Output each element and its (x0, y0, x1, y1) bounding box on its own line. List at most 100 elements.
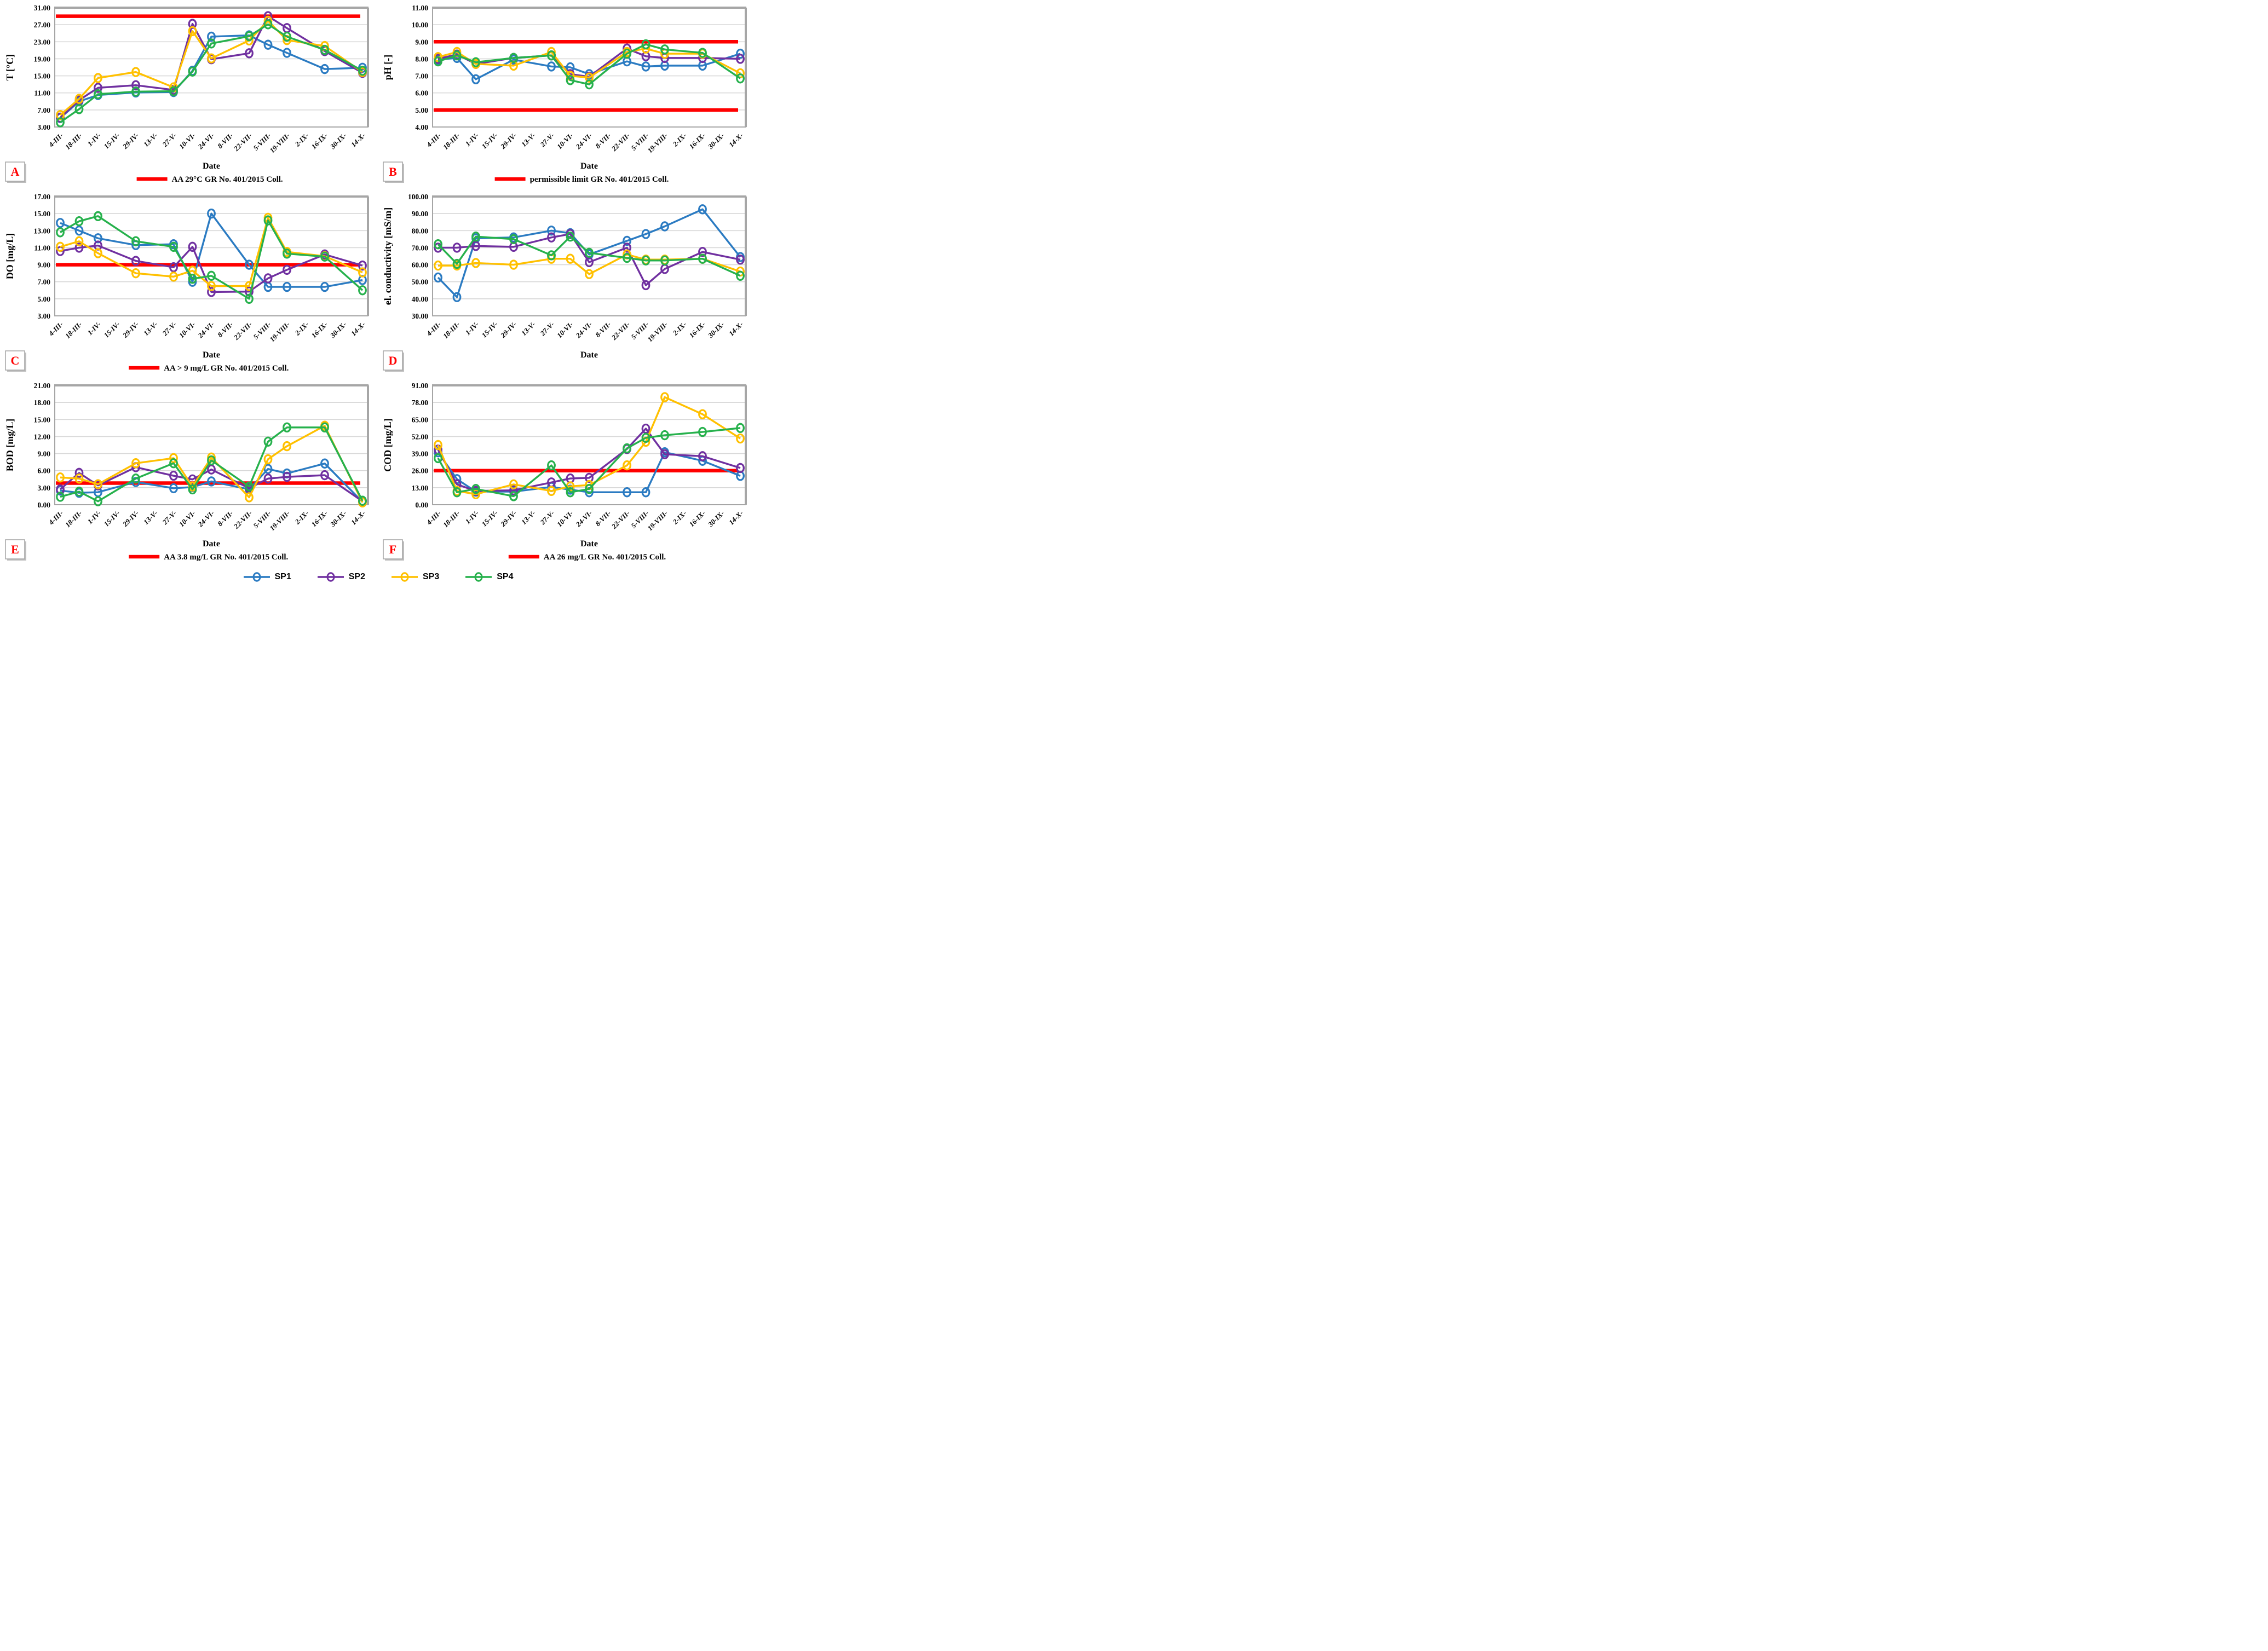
series-SP4-marker (169, 86, 178, 96)
y-tick-label: 9.00 (37, 261, 50, 269)
series-SP2-marker (283, 471, 291, 482)
series-SP3-marker (56, 472, 65, 483)
series-SP3-marker (169, 272, 178, 282)
x-tick-label: 16-IX- (309, 320, 329, 340)
legend-item-SP1: SP1 (243, 571, 291, 583)
series-SP3-marker (74, 474, 84, 484)
series-SP1-marker (207, 208, 216, 219)
x-tick-label: 15-IV- (480, 320, 499, 339)
series-SP1-marker (74, 226, 84, 236)
series-SP2-marker (56, 484, 65, 495)
series-SP4-marker (660, 44, 669, 55)
series-SP4-marker (623, 48, 631, 59)
y-tick-label: 5.00 (415, 106, 428, 114)
series-SP2-marker (74, 243, 84, 253)
series-SP4-marker (94, 89, 102, 100)
x-tick-label: 1-IV- (464, 131, 481, 148)
series-SP4-marker (188, 274, 197, 284)
series-SP4-marker (471, 57, 480, 67)
y-tick-label: 19.00 (34, 55, 51, 63)
legend-swatch-SP2 (317, 572, 344, 582)
legend-item-SP3: SP3 (390, 571, 439, 583)
y-tick-label: 12.00 (34, 432, 51, 441)
series-SP1-marker (452, 292, 462, 302)
panel-letter: D (389, 354, 398, 367)
y-tick-label: 91.00 (412, 382, 429, 390)
x-tick-label: 16-IX- (687, 320, 707, 340)
series-SP4-marker (641, 255, 651, 265)
y-tick-label: 21.00 (34, 382, 51, 390)
x-tick-label: 29-IV- (498, 320, 518, 340)
panel-letter-box (383, 350, 403, 371)
x-tick-label: 14-X- (349, 131, 367, 149)
series-SP3-marker (188, 26, 197, 37)
chart-A: 31.00 27.00 23.00 19.00 15.00 11.00 7.00 3.00 4-… (0, 0, 378, 189)
x-tick-label: 22-VII- (232, 509, 254, 531)
chart-F: 91.00 78.00 65.00 52.00 39.00 26.00 13.00 0.00 4… (378, 378, 756, 567)
x-tick-label: 24-VI- (574, 131, 594, 151)
x-tick-label: 30-IX- (706, 131, 726, 151)
y-tick-label: 52.00 (412, 432, 429, 441)
series-SP3-marker (207, 281, 216, 291)
y-tick-label: 11.00 (34, 89, 50, 97)
panel-letter: C (11, 354, 20, 367)
x-tick-label: 15-IV- (102, 509, 121, 528)
panel-letter-box (383, 161, 403, 182)
y-tick-label: 100.00 (408, 193, 428, 201)
series-SP1-marker (283, 281, 291, 292)
x-tick-label: 19-VIII- (268, 131, 291, 155)
panel-letter: A (11, 165, 20, 178)
panel-letter-box (5, 161, 25, 182)
series-SP2-marker (358, 260, 367, 271)
x-tick-label: 2-IX- (671, 320, 688, 338)
y-tick-label: 40.00 (412, 295, 429, 303)
y-tick-label: 11.00 (34, 244, 50, 252)
series-SP2-marker (660, 449, 669, 459)
y-tick-label: 78.00 (412, 399, 429, 407)
x-tick-label: 24-VI- (574, 509, 594, 529)
series-SP4-marker (263, 19, 273, 30)
y-tick-label: 31.00 (34, 4, 51, 12)
x-tick-label: 13-V- (520, 131, 537, 149)
legend-label: SP4 (497, 572, 514, 581)
series-SP3-marker (94, 248, 102, 258)
series-SP3-marker (131, 268, 140, 279)
y-tick-label: 15.00 (34, 72, 51, 80)
x-tick-label: 4-III- (424, 509, 442, 527)
x-tick-label: 22-VII- (609, 320, 631, 342)
series-SP2-marker (452, 243, 462, 253)
series-SP4-marker (188, 484, 197, 495)
series-SP4-marker (283, 249, 291, 259)
series-SP2-marker (736, 54, 745, 64)
series-SP4-marker (207, 455, 216, 466)
figure-panel: 31.00 27.00 23.00 19.00 15.00 11.00 7.00 3.00 4-… (0, 0, 756, 587)
series-SP1-marker (641, 61, 651, 72)
x-tick-label: 18-III- (441, 131, 462, 152)
series-SP4-marker (566, 231, 575, 242)
y-tick-label: 9.00 (415, 38, 428, 46)
legend-swatch-SP4 (465, 572, 492, 582)
series-SP3-line (59, 20, 363, 116)
chart-C: 17.00 15.00 13.00 11.00 9.00 7.00 5.00 3.00 4-II… (0, 189, 378, 378)
x-axis-title: Date (580, 350, 598, 360)
series-SP1-marker (641, 487, 651, 498)
x-axis-title: Date (203, 161, 220, 171)
x-tick-label: 4-III- (47, 509, 65, 527)
x-tick-label: 27-V- (538, 320, 556, 338)
series-SP4-marker (623, 252, 631, 263)
series-SP3-marker (585, 269, 594, 279)
limit-legend-label: permissible limit GR No. 401/2015 Coll. (530, 175, 669, 184)
legend-label: SP2 (348, 572, 365, 581)
series-SP3-marker (131, 458, 140, 469)
x-tick-label: 10-VI- (555, 320, 575, 340)
y-tick-label: 23.00 (34, 38, 51, 46)
y-tick-label: 7.00 (37, 278, 50, 286)
limit-legend-label: AA 3.8 mg/L GR No. 401/2015 Coll. (164, 553, 288, 562)
series-SP4-marker (585, 247, 594, 258)
x-tick-label: 24-VI- (196, 320, 216, 340)
x-tick-label: 2-IX- (293, 509, 310, 527)
series-SP4-marker (698, 48, 707, 58)
y-tick-label: 39.00 (412, 450, 429, 458)
series-SP2-marker (94, 83, 102, 93)
series-SP3-marker (509, 479, 518, 490)
